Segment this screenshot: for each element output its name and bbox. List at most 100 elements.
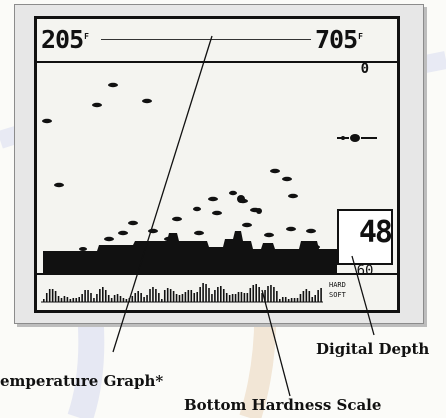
- hardness-bar: [190, 290, 193, 302]
- hardness-bar: [166, 288, 169, 302]
- temperature-graph: [101, 39, 311, 41]
- hardness-bar: [237, 292, 240, 302]
- temperature-bar: 205F 705F: [37, 19, 397, 63]
- digital-depth-box: 48: [337, 209, 393, 265]
- fish-icon: [108, 82, 118, 88]
- hardness-bar: [293, 298, 296, 302]
- hardness-bar: [87, 290, 89, 302]
- hardness-bar: [214, 290, 216, 302]
- fish-icon: [288, 193, 298, 199]
- hardness-bar: [104, 290, 107, 302]
- temperature-end-readout: 705F: [315, 25, 363, 54]
- hardness-bar: [146, 295, 148, 302]
- hardness-bar: [258, 287, 260, 302]
- hardness-bar: [181, 294, 184, 302]
- hardness-bar: [311, 297, 314, 302]
- fish-icon: [306, 228, 316, 234]
- hardness-bar: [205, 284, 207, 302]
- hardness-bars: [41, 283, 323, 303]
- hardness-bar: [246, 293, 249, 302]
- hardness-bar: [172, 291, 175, 302]
- hardness-bar: [184, 292, 187, 302]
- fish-icon: [193, 206, 201, 212]
- hardness-bar: [252, 285, 255, 302]
- fish-icon: [79, 247, 87, 251]
- hardness-bar: [107, 295, 110, 302]
- fish-icon: [148, 228, 158, 234]
- hardness-bar: [290, 298, 293, 302]
- hardness-bar: [78, 297, 80, 302]
- hardness-bar: [302, 291, 305, 302]
- hardness-bar: [149, 289, 151, 302]
- upper-depth-range: 0: [360, 61, 369, 77]
- fish-icon: [118, 230, 128, 236]
- hardness-bar: [158, 293, 160, 302]
- hardness-bar: [102, 287, 104, 302]
- hardness-bar: [131, 296, 134, 302]
- hardness-bar: [122, 298, 125, 302]
- hardness-bar: [193, 293, 196, 302]
- digital-depth-value: 48: [358, 215, 393, 250]
- hardness-bar: [276, 291, 278, 302]
- hardness-bar: [211, 294, 213, 302]
- hardness-bar: [128, 298, 131, 302]
- fish-icon: [128, 220, 138, 226]
- hardness-bar: [264, 290, 266, 302]
- hardness-bar: [69, 299, 72, 302]
- hardness-bar: [320, 288, 322, 302]
- fish-icon: [229, 190, 237, 196]
- fish-icon: [92, 102, 102, 108]
- hardness-bar: [220, 286, 222, 302]
- hardness-bar: [225, 293, 228, 302]
- hardness-bar: [261, 293, 263, 302]
- fish-icon: [142, 98, 152, 104]
- hardness-bar: [134, 293, 137, 302]
- hardness-bar: [93, 298, 95, 302]
- hardness-bar: [284, 297, 287, 302]
- hardness-bar: [228, 295, 231, 302]
- fish-icon: [270, 168, 280, 174]
- hardness-bar: [119, 296, 122, 302]
- fish-icon: [286, 226, 296, 232]
- hardness-bar: [43, 299, 45, 302]
- hardness-bar: [267, 286, 269, 302]
- bottom-hardness-scale: HARD SOFT: [37, 273, 397, 312]
- hardness-bar: [90, 293, 92, 302]
- hardness-bar: [45, 293, 48, 302]
- hardness-bar: [75, 298, 78, 302]
- hardness-bar: [116, 294, 119, 302]
- bottom-hardness-callout: Bottom Hardness Scale: [184, 396, 382, 414]
- hardness-bar: [308, 291, 311, 302]
- hardness-bar: [63, 296, 66, 302]
- hardness-bar: [305, 289, 308, 302]
- hardness-bar: [140, 293, 142, 302]
- hardness-bar: [240, 292, 243, 302]
- fish-icon: [104, 236, 114, 242]
- bottom-contour: [43, 231, 337, 273]
- hardness-bar: [72, 298, 75, 302]
- hardness-bar: [163, 290, 166, 302]
- soft-label: SOFT: [329, 291, 346, 299]
- hardness-bar: [110, 298, 113, 302]
- hardness-bar: [187, 290, 190, 302]
- hardness-bar: [273, 287, 275, 302]
- hardness-bar: [255, 284, 257, 302]
- fish-icon: [242, 222, 252, 228]
- hardness-bar: [175, 294, 178, 302]
- hardness-bar: [208, 288, 210, 302]
- hardness-bar: [314, 295, 316, 302]
- hardness-bar: [48, 289, 51, 302]
- hardness-bar: [57, 296, 60, 302]
- fish-icon: [282, 176, 292, 182]
- hardness-bar: [143, 297, 145, 302]
- hardness-bar: [202, 283, 204, 302]
- temperature-start-readout: 205F: [41, 25, 89, 54]
- fish-icon: [54, 182, 64, 188]
- hardness-bar: [169, 289, 172, 302]
- lcd-screen: 205F 705F 0: [34, 16, 400, 313]
- fish-marker-icon: [337, 134, 377, 142]
- hardness-bar: [234, 294, 237, 302]
- hardness-bar: [113, 295, 116, 302]
- hardness-bar: [51, 289, 54, 302]
- hardness-bar: [222, 289, 225, 302]
